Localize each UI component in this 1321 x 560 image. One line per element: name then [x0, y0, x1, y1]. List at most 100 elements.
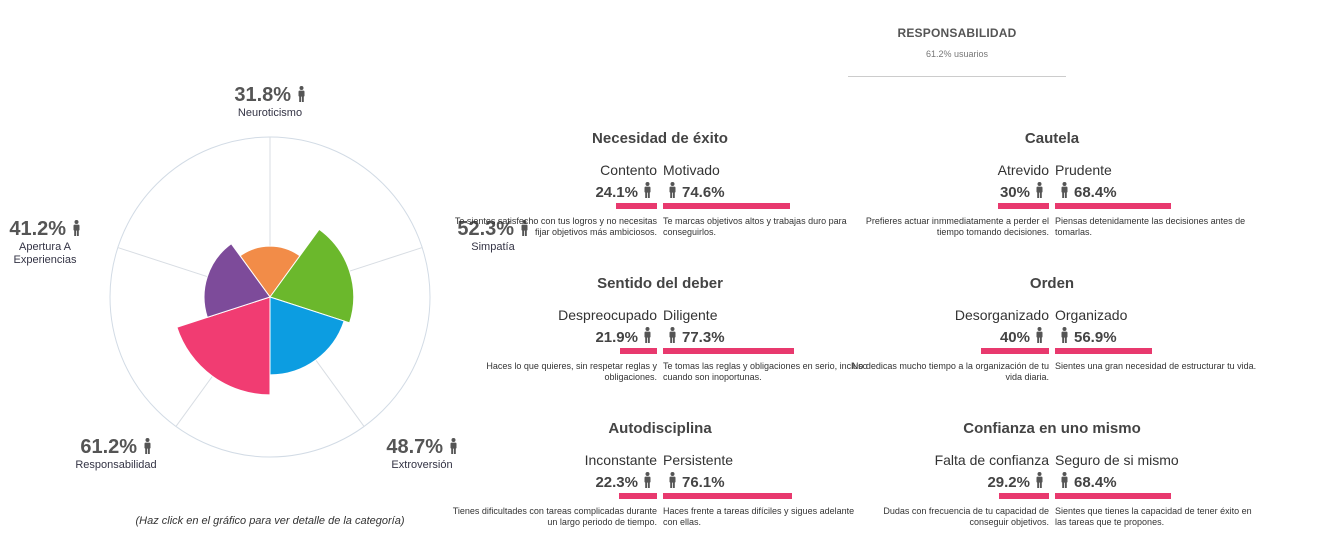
pole-description: Tienes dificultades con tareas complicad… [452, 506, 657, 527]
person-icon [1036, 182, 1043, 198]
pole-percent: 22.3% [452, 472, 657, 491]
detail-title: RESPONSABILIDAD [897, 26, 1017, 40]
radar-sector-1[interactable] [269, 228, 355, 324]
radar-sector-4[interactable] [203, 242, 271, 319]
pole-name: Despreocupado [558, 307, 657, 323]
percent-value: 22.3% [595, 474, 638, 491]
person-icon [144, 438, 151, 454]
pole-description: Te marcas objetivos altos y trabajas dur… [663, 216, 847, 237]
radar-label-apertura[interactable]: 41.2% Apertura A Experiencias [0, 218, 115, 267]
facet-card: Sentido del deber Despreocupado 21.9% Haces… [450, 275, 870, 415]
radar-chart[interactable] [0, 0, 560, 560]
pole-description: Haces lo que quieres, sin respetar regla… [486, 361, 657, 382]
radar-sector-2[interactable] [269, 296, 345, 376]
radar-label-neuroticismo[interactable]: 31.8% Neuroticismo [200, 84, 340, 120]
person-icon [644, 472, 651, 488]
pole-percent: 76.1% [663, 472, 868, 491]
person-icon [1036, 472, 1043, 488]
percent-value: 68.4% [1074, 474, 1117, 491]
detail-subtitle: 61.2% usuarios [925, 49, 989, 59]
pole-description: Prefieres actuar inmmediatamente a perde… [865, 216, 1049, 237]
facet-title: Orden [1029, 275, 1075, 292]
person-icon [1061, 472, 1068, 488]
percent-value: 76.1% [682, 474, 725, 491]
pole-name: Seguro de si mismo [1055, 452, 1179, 468]
category-label: Extroversión [391, 459, 453, 471]
radar-label-simpatia[interactable]: 52.3% Simpatía [423, 218, 563, 254]
value-label: 41.2% [9, 218, 67, 240]
value-label: 52.3% [457, 218, 515, 240]
facet-pole-right: Motivado 74.6% Te marcas objetivos altos y… [663, 162, 868, 238]
pole-bar [619, 348, 657, 354]
person-icon [1036, 327, 1043, 343]
pole-bar [1055, 348, 1152, 354]
pole-bar [663, 203, 790, 209]
pole-bar [981, 348, 1049, 354]
pole-percent: 40% [844, 327, 1049, 346]
pole-percent: 77.3% [663, 327, 868, 346]
pole-bar [663, 348, 795, 354]
percent-value: 29.2% [987, 474, 1030, 491]
facet-pole-right: Organizado 56.9% Sientes una gran necesida… [1055, 307, 1260, 372]
percent-value: 21.9% [595, 329, 638, 346]
person-icon [73, 220, 80, 236]
facet-pole-left: Despreocupado 21.9% Haces lo que quieres, … [452, 307, 657, 383]
facet-card: Cautela Atrevido 30% Prefieres actuar inmme… [842, 130, 1262, 270]
pole-description: Sientes que tienes la capacidad de tener… [1055, 506, 1252, 527]
radar-label-responsabilidad[interactable]: 61.2% Responsabilidad [46, 436, 186, 472]
category-label: Responsabilidad [75, 459, 157, 471]
pole-percent: 21.9% [452, 327, 657, 346]
percent-value: 30% [999, 184, 1030, 201]
person-icon [644, 327, 651, 343]
pole-name: Prudente [1055, 162, 1112, 178]
radar-label-extroversion[interactable]: 48.7% Extroversión [352, 436, 492, 472]
pole-description: Haces frente a tareas difíciles y sigues… [663, 506, 855, 527]
person-icon [669, 327, 676, 343]
pole-percent: 29.2% [844, 472, 1049, 491]
chart-hint: (Haz click en el gráfico para ver detall… [135, 515, 405, 527]
pole-percent: 24.1% [452, 182, 657, 201]
pole-name: Motivado [663, 162, 720, 178]
pole-name: Organizado [1055, 307, 1128, 323]
radar-sectors[interactable] [176, 228, 355, 396]
facet-pole-left: Contento 24.1% Te sientes satisfecho con t… [452, 162, 657, 238]
category-label: Apertura A Experiencias [13, 241, 77, 266]
facet-pole-right: Prudente 68.4% Piensas detenidamente las d… [1055, 162, 1260, 238]
pole-percent: 68.4% [1055, 472, 1260, 491]
percent-value: 74.6% [682, 184, 725, 201]
pole-bar [1055, 493, 1172, 499]
percent-value: 56.9% [1074, 329, 1117, 346]
pole-description: Te sientes satisfecho con tus logros y n… [454, 216, 657, 237]
pole-name: Persistente [663, 452, 734, 468]
pole-name: Desorganizado [954, 307, 1049, 323]
pole-bar [998, 203, 1049, 209]
radar-sector-0[interactable] [239, 245, 301, 298]
pole-description: No dedicas mucho tiempo a la organizació… [851, 361, 1049, 382]
person-icon [298, 86, 305, 102]
pole-name: Inconstante [584, 452, 657, 468]
person-icon [669, 182, 676, 198]
person-icon [1061, 327, 1068, 343]
facet-title: Necesidad de éxito [592, 130, 728, 147]
facet-card: Orden Desorganizado 40% No dedicas mucho ti… [842, 275, 1262, 415]
pole-name: Falta de confianza [934, 452, 1049, 468]
pole-description: Dudas con frecuencia de tu capacidad de … [883, 506, 1049, 527]
pole-name: Diligente [663, 307, 718, 323]
pole-name: Contento [600, 162, 657, 178]
facet-title: Autodisciplina [608, 420, 712, 437]
category-label: Simpatía [471, 241, 515, 253]
pole-bar [663, 493, 793, 499]
facet-pole-left: Desorganizado 40% No dedicas mucho tiempo … [844, 307, 1049, 383]
pole-bar [1055, 203, 1172, 209]
pole-bar [999, 493, 1049, 499]
radar-sector-3[interactable] [176, 296, 271, 396]
facet-title: Cautela [1024, 130, 1080, 147]
pole-description: Te tomas las reglas y obligaciones en se… [663, 361, 868, 382]
pole-percent: 68.4% [1055, 182, 1260, 201]
facet-title: Confianza en uno mismo [963, 420, 1141, 437]
person-icon [669, 472, 676, 488]
facet-pole-left: Atrevido 30% Prefieres actuar inmmediatame… [844, 162, 1049, 238]
value-label: 31.8% [234, 84, 292, 106]
category-label: Neuroticismo [237, 107, 303, 119]
facet-title: Sentido del deber [597, 275, 723, 292]
